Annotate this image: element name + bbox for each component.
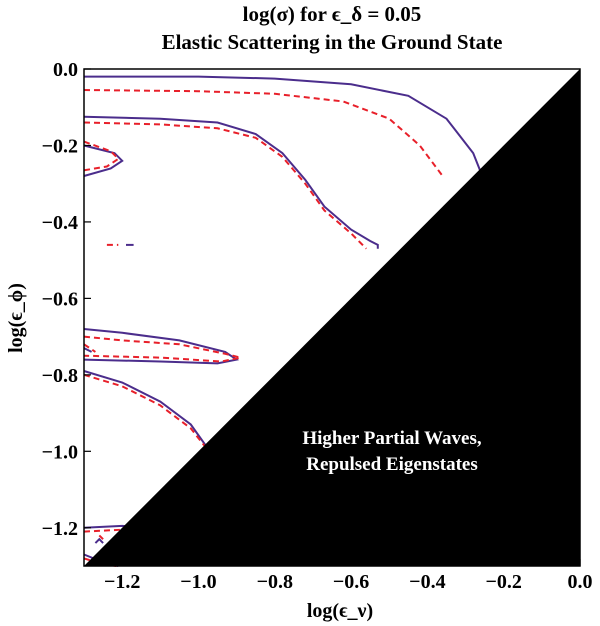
x-tick-label: −0.8 [257, 571, 293, 593]
chart-subtitle: Elastic Scattering in the Ground State [161, 30, 503, 54]
contour-line-dashed [83, 373, 232, 475]
contour-line-dashed [83, 343, 96, 353]
x-tick-label: −1.0 [180, 571, 216, 593]
excluded-label-line2: Repulsed Eigenstates [306, 454, 478, 475]
contour-line-solid [83, 328, 240, 365]
contour-line-dashed [98, 534, 104, 540]
contour-line-solid [83, 115, 379, 249]
y-tick-label: 0.0 [53, 59, 78, 81]
x-tick-label: −0.4 [409, 571, 445, 593]
contour-line-dashed [83, 89, 444, 177]
y-tick-label: −0.6 [42, 288, 78, 310]
contour-line-solid [84, 75, 482, 173]
x-tick-label: −0.2 [485, 571, 521, 593]
contour-line-solid [83, 347, 93, 353]
y-axis-label: log(ϵ_ϕ) [5, 283, 27, 353]
plot-frame [83, 68, 581, 567]
x-tick-label: −0.6 [333, 571, 369, 593]
excluded-label-line1: Higher Partial Waves, [302, 428, 482, 449]
contour-line-dashed [83, 335, 241, 363]
excluded-region [84, 69, 580, 566]
x-tick-label: −1.2 [104, 571, 140, 593]
contour-line-dashed [83, 121, 368, 250]
x-tick-label: 0.0 [568, 571, 593, 593]
y-tick-label: −1.2 [42, 518, 78, 540]
chart-title: log(σ) for ϵ_δ = 0.05 [242, 2, 422, 26]
contour-line-solid [94, 537, 104, 544]
y-tick-label: −0.4 [42, 212, 78, 234]
y-tick-label: −1.0 [42, 441, 78, 463]
contour-line-dashed [83, 140, 120, 172]
y-tick-label: −0.2 [42, 135, 78, 157]
y-tick-label: −0.8 [42, 365, 78, 387]
x-axis-label: log(ϵ_ν) [307, 600, 373, 622]
axis-ticks: −1.2 −1.0 −0.8 −0.6 −0.4 −0.2 0.0 0.0 −0.2 −0.4 −0… [42, 59, 593, 593]
contour-line-solid [83, 144, 124, 177]
